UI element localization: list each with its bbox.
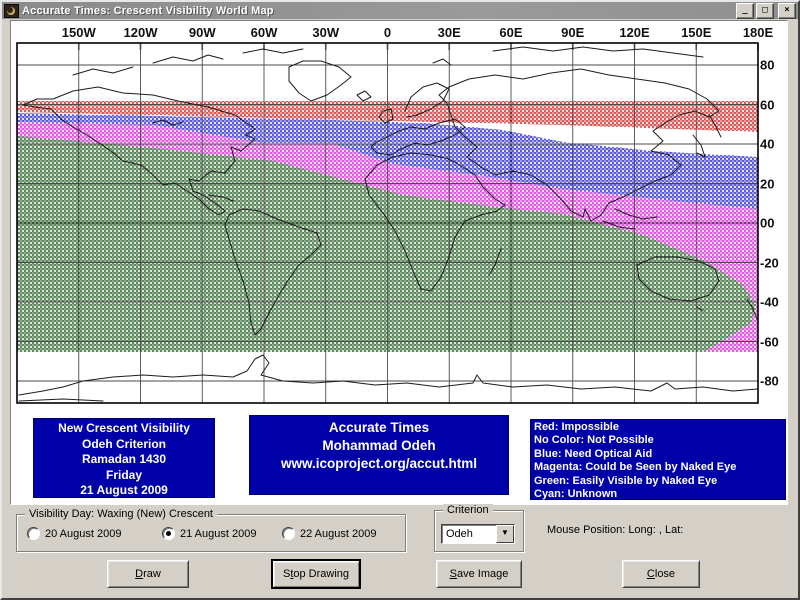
- lat-label--20: -20: [760, 255, 779, 270]
- lat-label--80: -80: [760, 373, 779, 389]
- graticule-grid: [17, 43, 759, 403]
- close-window-button[interactable]: ×: [778, 2, 796, 19]
- radio-22-august-2009[interactable]: 22 August 2009: [282, 527, 376, 540]
- criterion-dropdown[interactable]: Odeh ▼: [441, 524, 515, 544]
- info-line: 21 August 2009: [80, 483, 168, 497]
- radio-label: 21 August 2009: [180, 527, 257, 540]
- visibility-day-group-label: Visibility Day: Waxing (New) Crescent: [25, 508, 217, 520]
- lon-label-60E: 60E: [499, 25, 523, 40]
- lat-label-80: 80: [760, 57, 775, 73]
- lon-label-30E: 30E: [437, 25, 461, 40]
- criterion-value: Odeh: [446, 528, 473, 540]
- criterion-group-label: Criterion: [443, 504, 493, 516]
- continent-outlines: [18, 46, 758, 402]
- lon-label-0: 0: [383, 25, 392, 40]
- visibility-day-group: Visibility Day: Waxing (New) Crescent 20…: [16, 508, 406, 552]
- info-line: Ramadan 1430: [81, 452, 167, 466]
- lon-label-90W: 90W: [188, 25, 216, 40]
- legend-line: No Color: Not Possible: [534, 434, 654, 447]
- lon-label-90E: 90E: [561, 25, 585, 40]
- title-bar: Accurate Times: Crescent Visibility Worl…: [2, 2, 798, 19]
- stop-drawing-button[interactable]: Stop Drawing: [272, 560, 360, 588]
- legend-line: Red: Impossible: [534, 421, 619, 433]
- legend-line: Cyan: Unknown: [534, 488, 618, 501]
- world-map[interactable]: [11, 21, 787, 413]
- legend-line: Magenta: Could be Seen by Naked Eye: [534, 461, 737, 474]
- radio-label: 22 August 2009: [300, 527, 377, 540]
- info-line: Friday: [105, 467, 142, 482]
- lon-label-150W: 150W: [61, 25, 96, 40]
- map-panel: 150W 120W 90W 60W 30W 0 30E 60E 90E 120E 150E 180E …: [10, 20, 788, 505]
- save-image-button[interactable]: Save Image: [436, 560, 522, 588]
- lon-label-150E: 150E: [681, 25, 712, 40]
- credit-url: www.icoproject.org/accut.html: [280, 456, 478, 471]
- lon-label-60W: 60W: [250, 25, 278, 40]
- close-button[interactable]: Close: [622, 560, 700, 588]
- color-legend-box: Red: Impossible No Color: Not Possible B…: [530, 419, 786, 500]
- app-icon: [4, 3, 19, 18]
- lat-label-20: 20: [760, 176, 775, 191]
- radio-circle: [27, 527, 40, 540]
- draw-button[interactable]: Draw: [107, 560, 189, 588]
- lat-label-40: 40: [760, 136, 775, 152]
- radio-21-august-2009[interactable]: 21 August 2009: [162, 527, 282, 540]
- credit-line: Mohammad Odeh: [322, 438, 436, 453]
- legend-line: Blue: Need Optical Aid: [534, 447, 653, 460]
- radio-circle: [162, 527, 175, 540]
- lat-label--40: -40: [760, 294, 779, 310]
- legend-line: Green: Easily Visible by Naked Eye: [534, 474, 718, 487]
- lat-label--60: -60: [760, 334, 779, 349]
- radio-label: 20 August 2009: [45, 527, 122, 540]
- lon-label-30W: 30W: [312, 25, 340, 40]
- map-border: [16, 42, 759, 404]
- lon-label-120E: 120E: [619, 25, 650, 40]
- lat-label-60: 60: [760, 97, 775, 112]
- maximize-button[interactable]: □: [756, 2, 774, 19]
- mouse-position-readout: Mouse Position: Long: , Lat:: [547, 524, 684, 536]
- info-line: New Crescent Visibility: [58, 421, 190, 435]
- info-line: Odeh Criterion: [81, 436, 166, 451]
- credit-line: Accurate Times: [328, 420, 430, 435]
- zone-easily-visible-green: [17, 136, 756, 352]
- crescent-info-box: New Crescent Visibility Odeh Criterion R…: [33, 418, 215, 498]
- lat-label-00: 00: [760, 215, 775, 231]
- lon-label-180E: 180E: [742, 25, 774, 40]
- chevron-down-icon[interactable]: ▼: [496, 525, 514, 543]
- lon-label-120W: 120W: [123, 25, 158, 40]
- radio-circle: [282, 527, 295, 540]
- criterion-group: Criterion Odeh ▼: [434, 504, 524, 552]
- app-credit-box: Accurate Times Mohammad Odeh www.icoproj…: [249, 415, 509, 495]
- radio-20-august-2009[interactable]: 20 August 2009: [27, 527, 162, 540]
- window-title: Accurate Times: Crescent Visibility Worl…: [22, 4, 274, 17]
- minimize-button[interactable]: _: [736, 2, 754, 19]
